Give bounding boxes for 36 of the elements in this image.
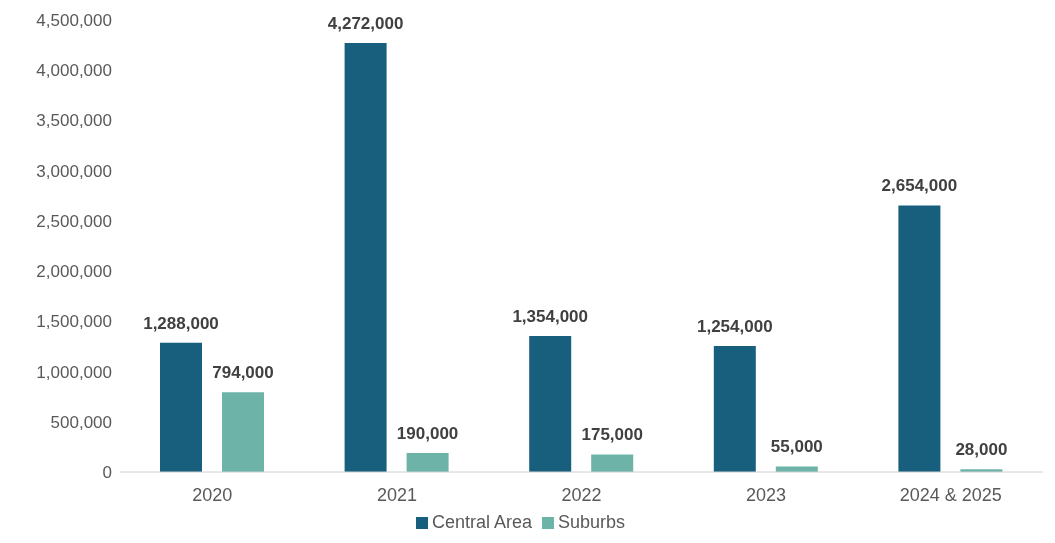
bar xyxy=(775,466,818,472)
bar xyxy=(344,42,387,472)
y-tick-label: 4,500,000 xyxy=(36,11,112,31)
x-tick-label: 2023 xyxy=(746,484,787,505)
x-tick-label: 2020 xyxy=(192,484,233,505)
bar xyxy=(898,205,941,472)
y-tick-label: 1,000,000 xyxy=(36,362,112,382)
data-label: 1,254,000 xyxy=(696,317,773,337)
data-label: 190,000 xyxy=(396,423,459,443)
y-tick-label: 1,500,000 xyxy=(36,312,112,332)
bar xyxy=(160,342,202,472)
bar xyxy=(591,454,634,472)
bar xyxy=(529,336,572,472)
data-label: 2,654,000 xyxy=(881,176,958,196)
bar xyxy=(713,346,756,472)
x-tick-label: 2024 & 2025 xyxy=(899,484,1002,505)
data-label: 1,288,000 xyxy=(143,313,219,333)
y-tick-label: 3,000,000 xyxy=(36,161,112,181)
y-tick-label: 500,000 xyxy=(50,412,112,432)
x-tick-label: 2022 xyxy=(561,484,602,505)
data-label: 55,000 xyxy=(770,437,823,457)
bar xyxy=(406,452,449,472)
y-tick-label: 4,000,000 xyxy=(36,61,112,81)
x-tick-label: 2021 xyxy=(376,484,417,505)
legend-label: Suburbs xyxy=(558,512,626,532)
y-tick-label: 2,500,000 xyxy=(36,211,112,231)
y-tick-label: 2,000,000 xyxy=(36,262,112,282)
data-label: 4,272,000 xyxy=(327,13,404,33)
bar xyxy=(222,392,264,472)
data-label: 175,000 xyxy=(581,425,643,445)
data-label: 28,000 xyxy=(955,440,1008,460)
legend-label: Central Area xyxy=(431,512,532,532)
y-tick-label: 3,500,000 xyxy=(36,111,112,131)
y-tick-label: 0 xyxy=(102,463,112,483)
data-label: 1,354,000 xyxy=(512,307,589,326)
data-label: 794,000 xyxy=(212,363,274,383)
